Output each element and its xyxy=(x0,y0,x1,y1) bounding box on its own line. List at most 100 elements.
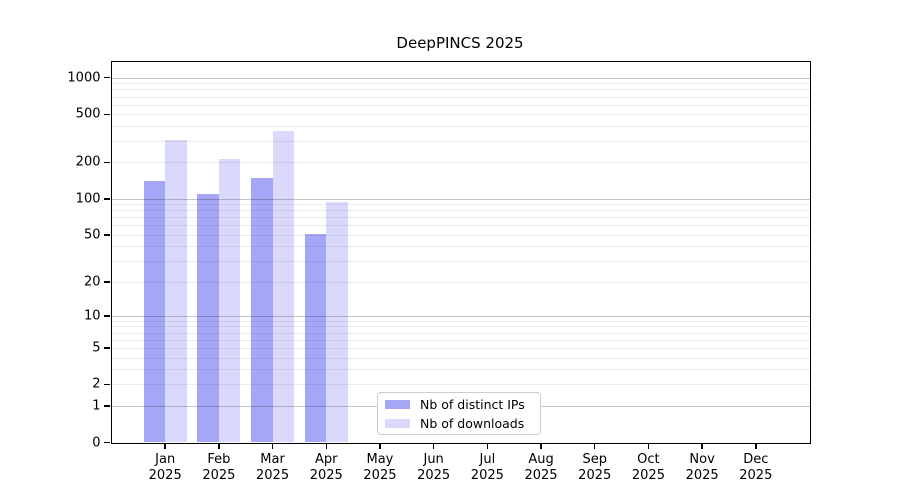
minor-gridline xyxy=(111,320,810,322)
y-tick-mark xyxy=(104,234,110,236)
y-tick-label: 50 xyxy=(83,227,101,243)
minor-gridline xyxy=(111,217,810,219)
x-tick-label: Jan 2025 xyxy=(149,452,182,484)
x-tick-label-month: Oct xyxy=(637,451,660,467)
x-tick-label: Sep 2025 xyxy=(578,452,611,484)
minor-gridline xyxy=(111,357,810,359)
legend-label-downloads: Nb of downloads xyxy=(420,415,525,431)
y-tick-label: 10 xyxy=(83,308,101,324)
minor-gridline xyxy=(111,96,810,98)
plot-area: 0 1 2 5 10 20 50 100 200 500 1000 Jan 2025 Feb 2025 Mar… xyxy=(67,60,811,483)
y-tick-label: 1000 xyxy=(67,70,101,86)
minor-gridline xyxy=(111,141,810,143)
minor-gridline xyxy=(111,126,810,128)
x-tick-label-year: 2025 xyxy=(631,467,665,483)
y-tick-label: 200 xyxy=(75,154,101,170)
minor-gridline xyxy=(111,326,810,328)
x-tick-mark xyxy=(379,444,381,449)
x-tick-label-year: 2025 xyxy=(685,467,719,483)
minor-gridline xyxy=(111,89,810,91)
y-tick-mark xyxy=(104,161,110,164)
x-tick-label-year: 2025 xyxy=(309,467,343,483)
bar-distinct-ips xyxy=(197,193,219,443)
minor-gridline xyxy=(111,104,810,106)
minor-gridline xyxy=(111,369,810,371)
y-tick-label: 100 xyxy=(75,191,101,207)
y-tick-label: 2 xyxy=(92,376,101,392)
legend-swatch-downloads xyxy=(385,418,410,428)
y-tick-mark xyxy=(104,281,110,283)
x-tick-label-month: Jul xyxy=(479,451,496,467)
x-tick-label: Mar 2025 xyxy=(256,452,289,484)
x-tick-label-year: 2025 xyxy=(524,467,558,483)
bar-downloads xyxy=(326,202,348,443)
x-tick-label-month: Aug xyxy=(528,451,554,467)
x-tick-label: Jun 2025 xyxy=(417,452,450,484)
x-tick-label: Aug 2025 xyxy=(524,452,557,484)
x-tick-mark xyxy=(755,444,757,449)
chart-title: DeepPINCS 2025 xyxy=(396,34,524,52)
x-tick-label-month: Sep xyxy=(582,451,607,467)
major-gridline xyxy=(111,77,810,79)
bar-distinct-ips xyxy=(143,181,166,443)
x-tick-label-year: 2025 xyxy=(363,467,397,483)
major-gridline xyxy=(111,198,810,200)
minor-gridline xyxy=(111,281,810,283)
x-tick-label-year: 2025 xyxy=(470,467,504,483)
x-tick-label: May 2025 xyxy=(363,452,396,484)
x-tick-label: Nov 2025 xyxy=(686,452,719,484)
minor-gridline xyxy=(111,204,810,206)
x-tick-mark xyxy=(540,444,542,449)
bar-distinct-ips xyxy=(304,233,327,443)
y-tick-mark xyxy=(104,198,110,200)
y-tick-mark xyxy=(104,383,110,386)
y-tick-mark xyxy=(104,441,110,444)
bar-downloads xyxy=(218,158,241,443)
x-tick-mark xyxy=(271,444,274,449)
x-tick-label-month: Apr xyxy=(315,451,338,467)
minor-gridline xyxy=(111,246,810,248)
x-tick-label-month: Nov xyxy=(689,451,715,467)
y-tick-label: 500 xyxy=(75,106,101,122)
x-tick-mark xyxy=(486,444,489,449)
x-tick-label-year: 2025 xyxy=(578,467,612,483)
x-tick-label-month: Jan xyxy=(155,451,176,467)
minor-gridline xyxy=(111,210,810,212)
y-tick-mark xyxy=(104,76,110,79)
major-gridline xyxy=(111,315,810,317)
y-tick-label: 0 xyxy=(92,435,101,450)
minor-gridline xyxy=(111,162,810,164)
x-tick-label-month: Feb xyxy=(207,451,231,467)
legend-label-distinct-ips: Nb of distinct IPs xyxy=(420,396,525,412)
legend-item-distinct-ips: Nb of distinct IPs xyxy=(385,397,533,412)
minor-gridline xyxy=(111,261,810,263)
y-tick-label: 20 xyxy=(83,274,101,290)
x-tick-mark xyxy=(432,444,435,449)
x-tick-label-year: 2025 xyxy=(202,467,236,483)
x-tick-label: Jul 2025 xyxy=(471,452,504,484)
bar-distinct-ips xyxy=(251,177,273,443)
x-tick-label-month: May xyxy=(366,451,394,467)
x-tick-label-month: Jun xyxy=(423,451,444,467)
y-tick-mark xyxy=(104,113,110,116)
x-tick-mark xyxy=(647,444,650,449)
legend-swatch-distinct-ips xyxy=(385,399,410,409)
x-tick-mark xyxy=(593,444,596,449)
x-tick-label-month: Dec xyxy=(743,451,769,467)
x-tick-label-year: 2025 xyxy=(739,467,773,483)
x-tick-label: Dec 2025 xyxy=(739,452,772,484)
x-tick-mark xyxy=(164,444,166,449)
x-tick-label-month: Mar xyxy=(260,451,285,467)
bars-layer xyxy=(112,62,810,443)
bar-downloads xyxy=(272,130,295,443)
x-tick-label-year: 2025 xyxy=(417,467,451,483)
minor-gridline xyxy=(111,384,810,386)
x-tick-label: Oct 2025 xyxy=(632,452,665,484)
minor-gridline xyxy=(111,83,810,85)
x-tick-label: Apr 2025 xyxy=(310,452,343,484)
legend: Nb of distinct IPs Nb of downloads xyxy=(377,392,541,435)
minor-gridline xyxy=(111,339,810,341)
x-tick-mark xyxy=(701,444,703,449)
y-tick-mark xyxy=(104,405,110,407)
